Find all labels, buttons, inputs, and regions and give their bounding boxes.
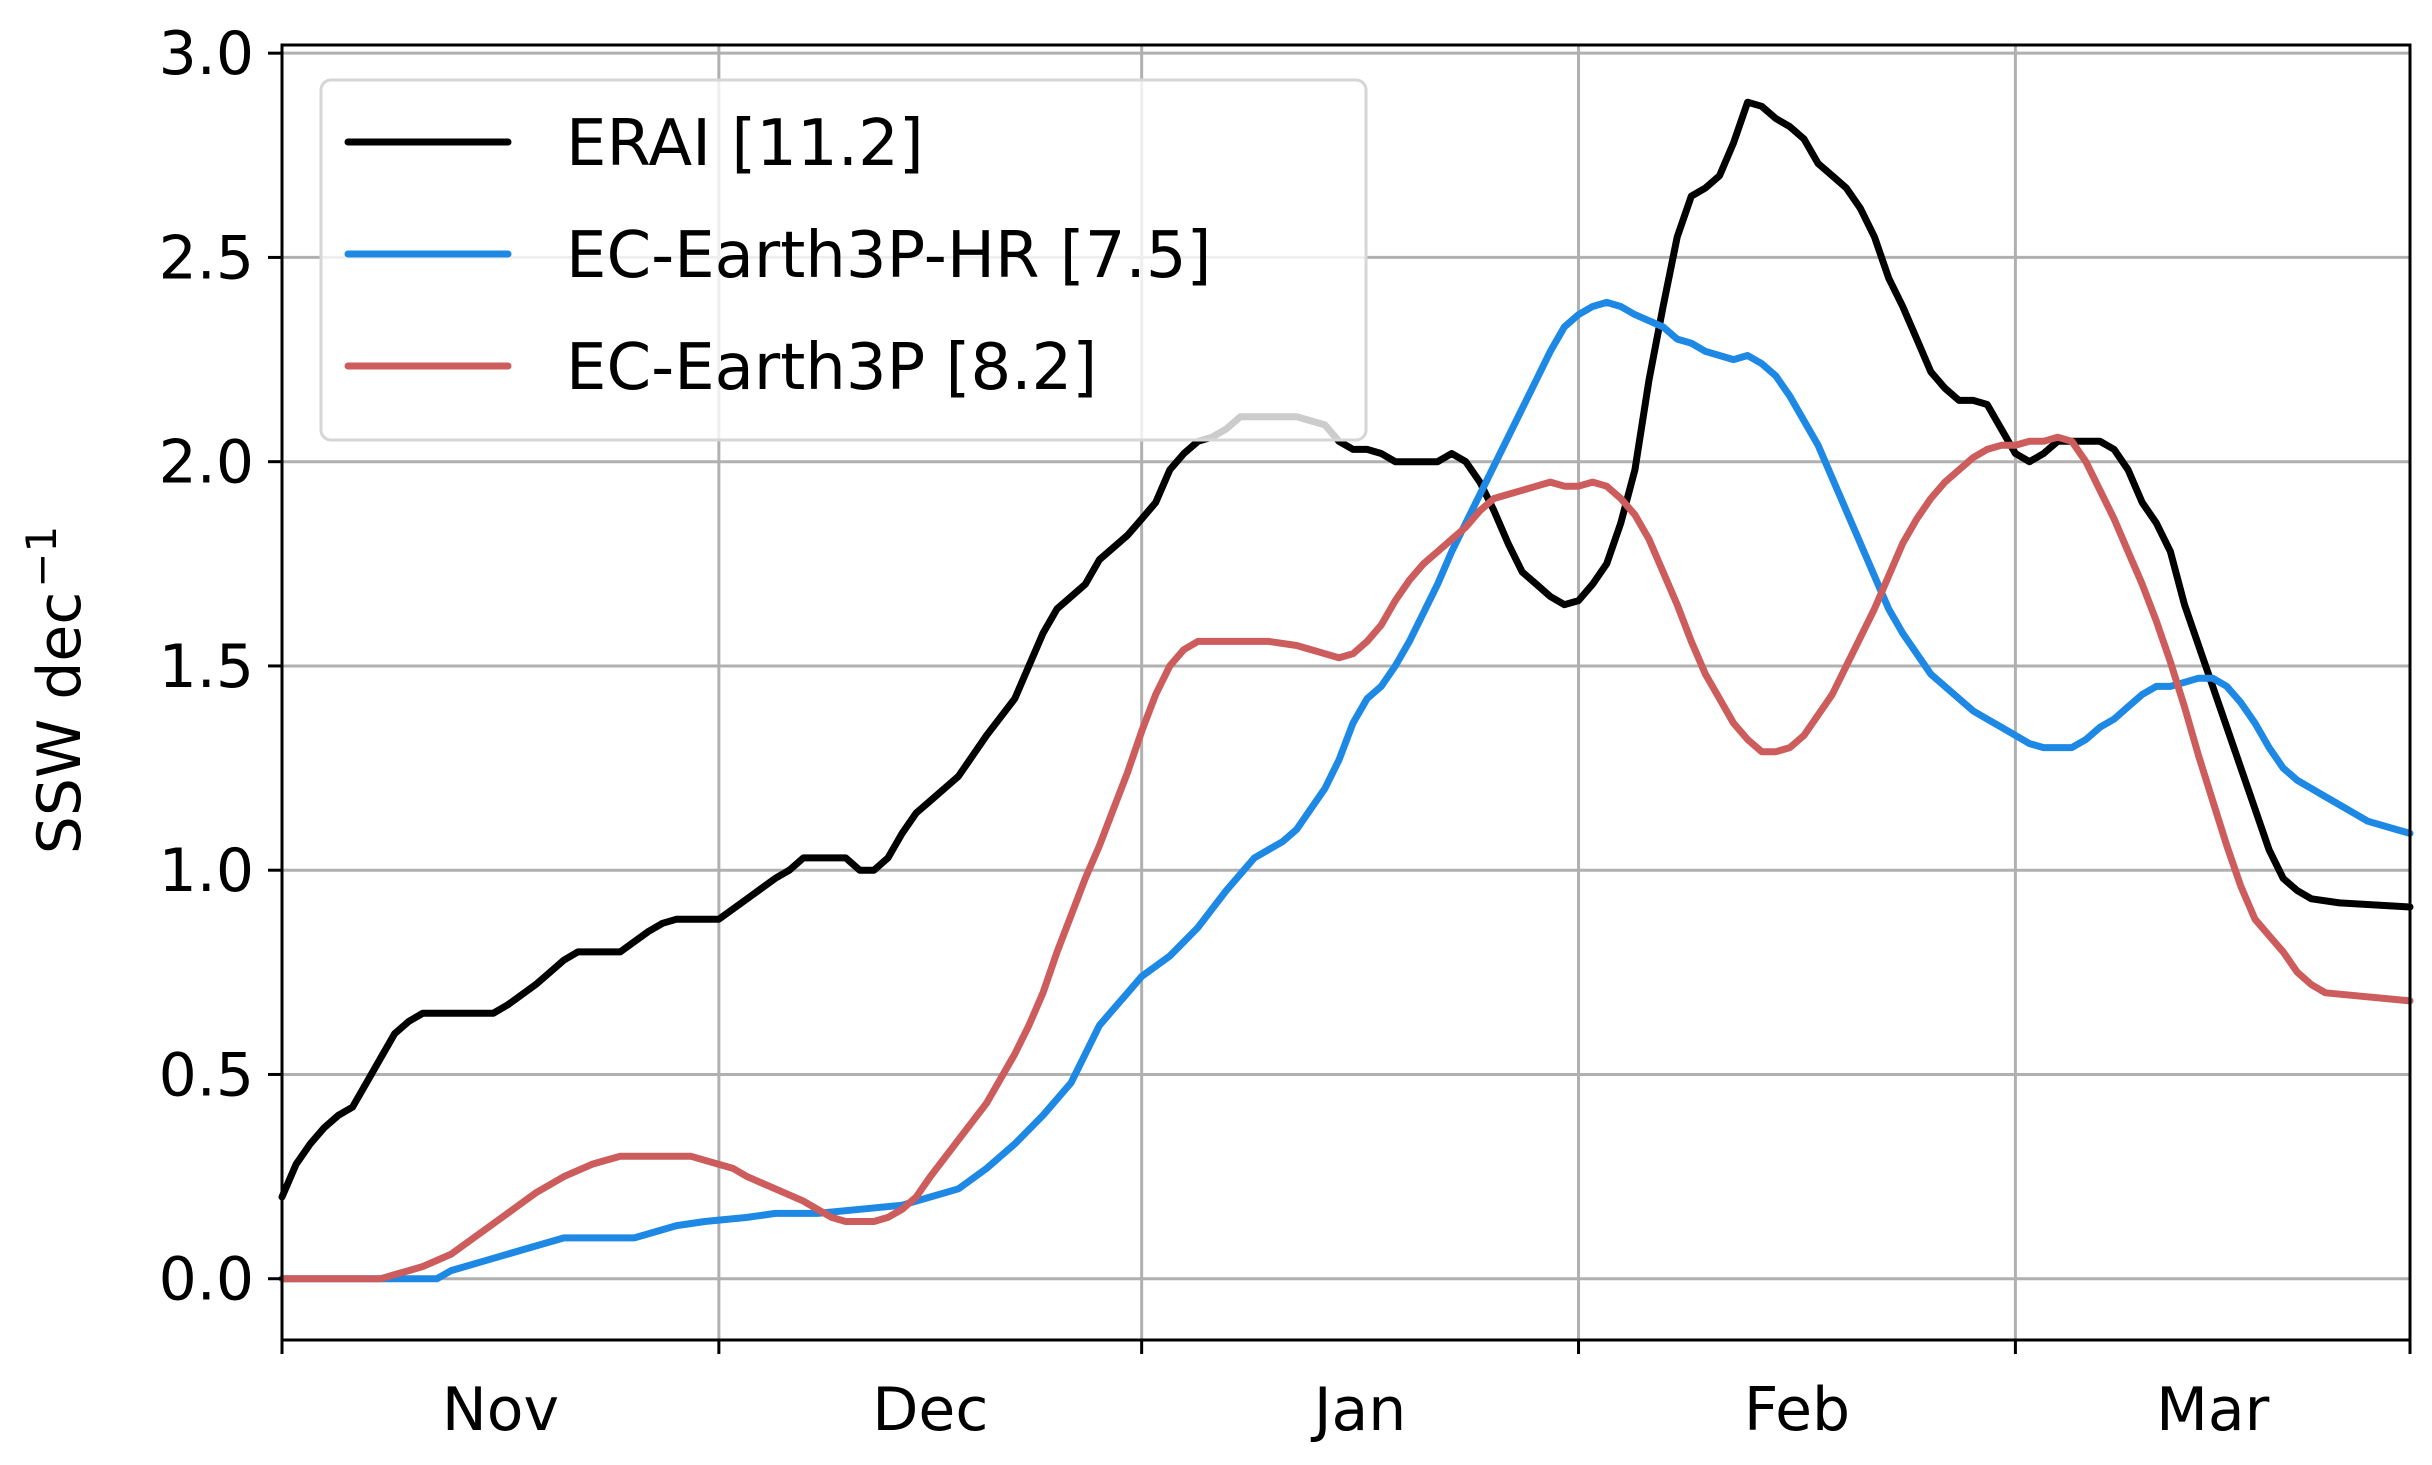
plot-frame — [280, 43, 2412, 1342]
legend-items: ERAI [11.2] EC-Earth3P-HR [7.5] EC-Earth3P… — [344, 107, 1212, 405]
legend-label: ERAI [11.2] — [566, 107, 924, 181]
y-axis-tick-labels: 0.0 0.5 1.0 1.5 2.0 2.5 3.0 — [159, 19, 254, 1315]
x-tick-label: Feb — [1744, 1375, 1850, 1445]
y-tick-label: 2.0 — [159, 428, 254, 498]
x-tick-label: Dec — [872, 1375, 988, 1445]
y-tick-label: 3.0 — [159, 19, 254, 89]
y-axis-ticks — [268, 51, 282, 1281]
y-axis-label-superscript: −1 — [17, 526, 66, 588]
x-axis-tick-labels: Nov Dec Jan Feb Mar — [442, 1375, 2270, 1445]
series-line-2 — [278, 298, 2414, 1283]
x-tick-label: Jan — [1310, 1375, 1407, 1445]
y-axis-label-text: SSW dec — [25, 592, 95, 855]
series-line-1 — [278, 98, 2414, 1201]
x-axis-ticks — [280, 1340, 2412, 1354]
series-lines — [278, 98, 2414, 1283]
y-tick-label: 1.5 — [159, 632, 254, 702]
series-line-3 — [278, 433, 2414, 1283]
x-tick-label: Nov — [442, 1375, 559, 1445]
x-tick-label: Mar — [2156, 1375, 2270, 1445]
legend-label: EC-Earth3P [8.2] — [566, 331, 1097, 405]
y-tick-label: 0.5 — [159, 1040, 254, 1110]
legend: ERAI [11.2] EC-Earth3P-HR [7.5] EC-Earth3P… — [319, 78, 1368, 442]
legend-box — [319, 78, 1368, 442]
y-tick-label: 1.0 — [159, 836, 254, 906]
y-tick-label: 0.0 — [159, 1245, 254, 1315]
y-axis-label: SSW dec−1 — [17, 526, 95, 854]
y-tick-label: 2.5 — [159, 223, 254, 293]
legend-label: EC-Earth3P-HR [7.5] — [566, 219, 1212, 293]
